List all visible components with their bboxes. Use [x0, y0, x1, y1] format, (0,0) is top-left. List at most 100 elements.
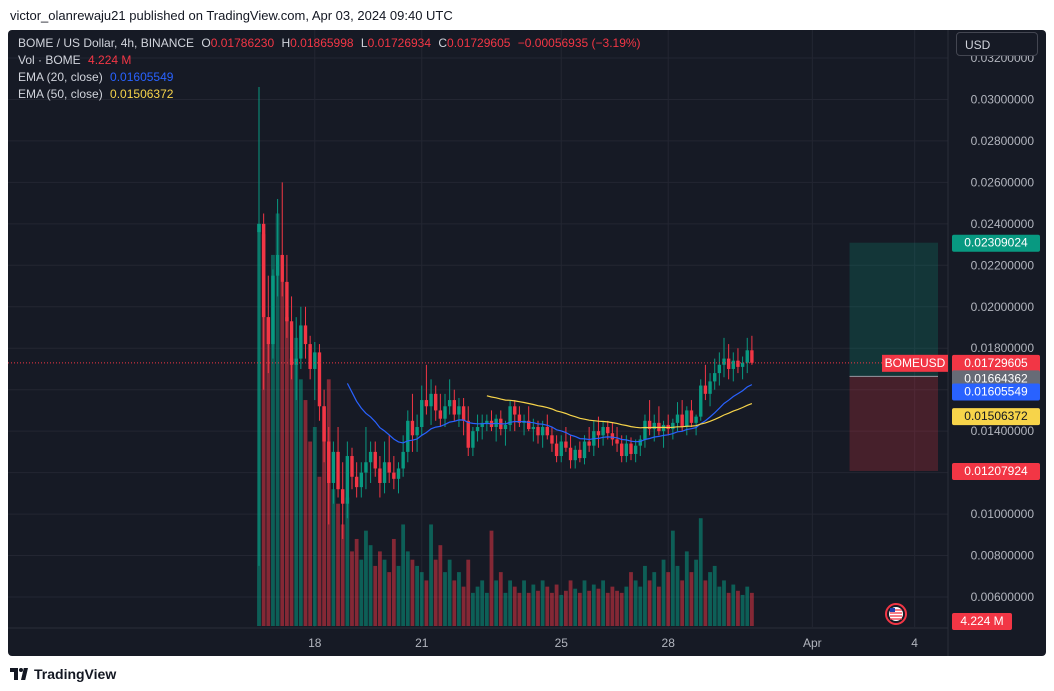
candle-body[interactable]	[429, 393, 433, 407]
candle-body[interactable]	[299, 325, 303, 359]
candle-body[interactable]	[559, 441, 563, 457]
volume-label[interactable]: Vol · BOME	[18, 53, 81, 67]
candle-body[interactable]	[271, 275, 275, 345]
symbol-title[interactable]: BOME / US Dollar, 4h, BINANCE	[18, 36, 195, 50]
candle-body[interactable]	[726, 358, 731, 369]
candle-body[interactable]	[443, 406, 447, 419]
candle-body[interactable]	[550, 435, 554, 444]
candle-body[interactable]	[303, 325, 308, 345]
ema50-label[interactable]: EMA (50, close)	[18, 87, 103, 101]
candle-body[interactable]	[578, 449, 582, 459]
candle-body[interactable]	[638, 439, 642, 446]
candle-body[interactable]	[620, 443, 624, 457]
candle-body[interactable]	[675, 414, 680, 423]
candle-body[interactable]	[545, 427, 549, 436]
us-flag-event-icon[interactable]	[885, 603, 907, 625]
candle-body[interactable]	[466, 420, 470, 448]
candle-body[interactable]	[382, 462, 387, 483]
candle-body[interactable]	[410, 420, 415, 436]
candle-body[interactable]	[373, 451, 377, 469]
candle-body[interactable]	[354, 476, 359, 488]
candle-body[interactable]	[554, 443, 559, 457]
candle-body[interactable]	[317, 352, 322, 407]
candle-body[interactable]	[378, 468, 382, 483]
candle-body[interactable]	[689, 410, 694, 423]
candle-body[interactable]	[457, 406, 461, 415]
candle-body[interactable]	[313, 352, 317, 369]
candle-body[interactable]	[420, 400, 424, 428]
candle-body[interactable]	[289, 321, 294, 365]
candle-body[interactable]	[601, 427, 605, 436]
candle-body[interactable]	[452, 400, 456, 415]
candle-body[interactable]	[680, 414, 684, 428]
candle-body[interactable]	[527, 420, 531, 430]
candle-body[interactable]	[582, 441, 587, 459]
candle-body[interactable]	[699, 385, 703, 417]
candle-body[interactable]	[392, 472, 396, 479]
candle-body[interactable]	[280, 254, 284, 282]
candle-body[interactable]	[708, 381, 712, 394]
candle-body[interactable]	[364, 462, 368, 473]
candle-body[interactable]	[731, 360, 735, 369]
position-profit-zone[interactable]	[849, 242, 938, 377]
candle-body[interactable]	[368, 451, 373, 463]
candle-body[interactable]	[285, 281, 289, 322]
candle-body[interactable]	[308, 344, 312, 369]
tradingview-logo[interactable]: TradingView	[10, 666, 116, 682]
candle-body[interactable]	[713, 373, 717, 382]
candle-body[interactable]	[564, 441, 568, 448]
candle-body[interactable]	[722, 358, 726, 365]
candle-body[interactable]	[629, 443, 633, 454]
ema20-label[interactable]: EMA (20, close)	[18, 70, 103, 84]
candle-body[interactable]	[536, 427, 540, 436]
candle-body[interactable]	[513, 406, 517, 415]
candle-body[interactable]	[396, 468, 401, 479]
candle-body[interactable]	[671, 422, 675, 430]
candle-body[interactable]	[331, 451, 336, 483]
candle-body[interactable]	[336, 451, 340, 490]
candle-body[interactable]	[485, 420, 489, 423]
candle-body[interactable]	[736, 360, 740, 367]
candle-body[interactable]	[261, 223, 266, 318]
candle-body[interactable]	[685, 410, 689, 428]
candle-body[interactable]	[503, 424, 508, 430]
candle-body[interactable]	[447, 400, 452, 407]
candle-body[interactable]	[745, 350, 749, 363]
candle-body[interactable]	[531, 427, 536, 430]
candle-body[interactable]	[750, 350, 754, 363]
candle-body[interactable]	[266, 317, 270, 345]
candle-body[interactable]	[294, 358, 298, 365]
candle-body[interactable]	[341, 489, 345, 504]
candle-body[interactable]	[434, 393, 438, 411]
candle-body[interactable]	[350, 456, 354, 477]
candle-body[interactable]	[508, 406, 512, 425]
candle-body[interactable]	[275, 254, 280, 276]
candle-body[interactable]	[596, 431, 601, 436]
candle-body[interactable]	[387, 462, 391, 473]
candle-body[interactable]	[694, 416, 698, 423]
candle-body[interactable]	[540, 427, 545, 436]
candle-body[interactable]	[359, 472, 363, 488]
candlestick-chart[interactable]: 0.03000000 0.02800000 0.02600000 0.02400000…	[8, 30, 1046, 656]
candle-body[interactable]	[615, 439, 619, 444]
candle-body[interactable]	[573, 449, 577, 461]
position-loss-zone[interactable]	[849, 376, 938, 471]
candle-body[interactable]	[327, 441, 331, 483]
candle-body[interactable]	[475, 427, 480, 432]
candle-body[interactable]	[633, 445, 638, 454]
candle-body[interactable]	[661, 424, 666, 432]
candle-body[interactable]	[624, 443, 629, 457]
candle-body[interactable]	[610, 433, 615, 440]
candle-body[interactable]	[257, 223, 261, 233]
candle-body[interactable]	[406, 420, 410, 452]
candle-body[interactable]	[740, 362, 745, 367]
candle-body[interactable]	[480, 422, 484, 428]
candle-body[interactable]	[322, 406, 326, 442]
candle-body[interactable]	[401, 451, 405, 469]
candle-body[interactable]	[647, 420, 652, 430]
candle-body[interactable]	[461, 406, 466, 421]
candle-body[interactable]	[438, 410, 443, 419]
candle-body[interactable]	[717, 364, 722, 374]
chart-panel[interactable]: 0.03000000 0.02800000 0.02600000 0.02400000…	[8, 30, 1046, 656]
candle-body[interactable]	[471, 431, 475, 448]
